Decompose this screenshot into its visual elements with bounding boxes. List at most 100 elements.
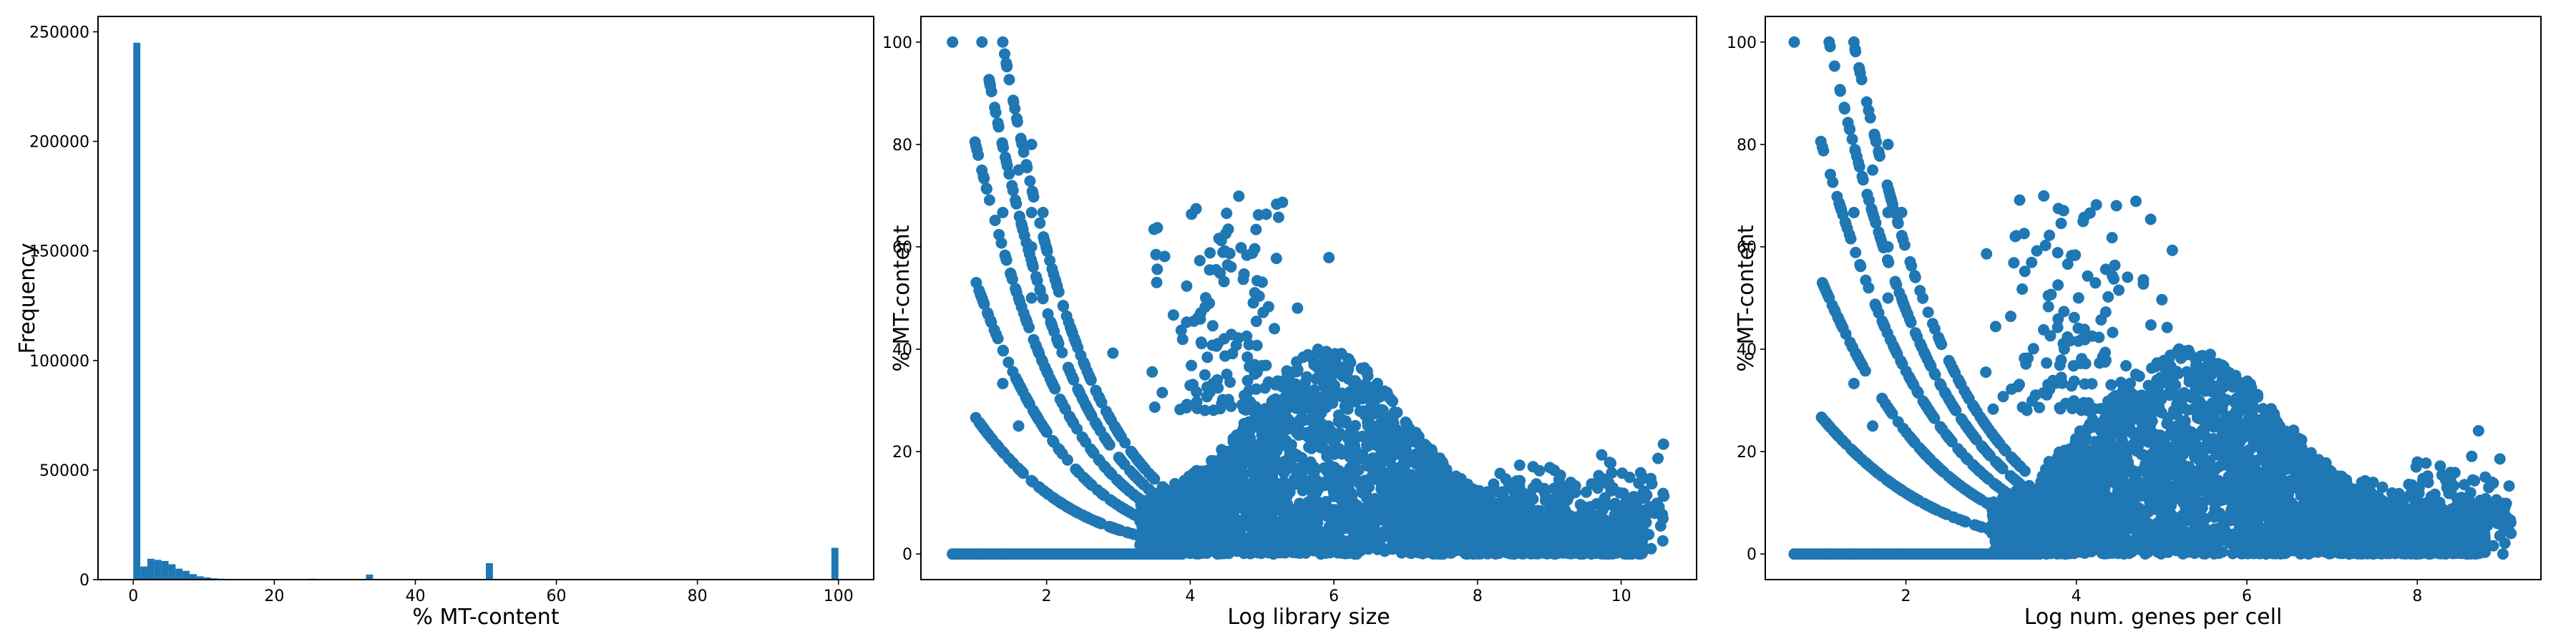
- scatter1-point: [1342, 482, 1355, 494]
- scatter1-point: [1249, 243, 1261, 255]
- scatter1-point: [1447, 488, 1459, 500]
- scatter1-point: [1299, 516, 1311, 528]
- scatter1-point: [1272, 211, 1284, 223]
- scatter1-point: [1328, 448, 1340, 460]
- hist-bar: [154, 560, 162, 580]
- scatter1-point: [1039, 361, 1051, 374]
- scatter1-point: [1424, 546, 1436, 558]
- hist-bar: [203, 577, 211, 580]
- scatter1-point: [1154, 535, 1166, 546]
- scatter1-point: [1410, 448, 1422, 460]
- scatter1-point: [1057, 300, 1069, 311]
- scatter1-point: [1318, 367, 1330, 379]
- scatter1-point: [1338, 371, 1350, 382]
- scatter1-point: [1287, 513, 1299, 525]
- scatter1-point: [997, 36, 1009, 48]
- scatter1-point: [997, 344, 1009, 356]
- scatter1-point: [1338, 541, 1350, 553]
- scatter1-point: [1357, 430, 1369, 442]
- scatter1-point: [1302, 348, 1314, 361]
- scatter1-point: [1096, 488, 1108, 500]
- scatter1-point: [1047, 434, 1059, 447]
- scatter1-point: [1347, 474, 1360, 486]
- scatter1-point: [1401, 544, 1413, 556]
- scatter1-point: [1114, 453, 1126, 465]
- scatter1-point: [1238, 418, 1250, 429]
- scatter1-point: [1008, 96, 1020, 108]
- scatter1-point: [1349, 387, 1361, 399]
- scatter1-point: [1259, 404, 1271, 416]
- scatter1-point: [1309, 494, 1321, 507]
- scatter1-point: [1239, 497, 1251, 509]
- scatter1-point: [1214, 534, 1226, 546]
- scatter1-point: [1503, 530, 1515, 541]
- scatter1-point: [1485, 495, 1497, 507]
- scatter1-point: [1030, 270, 1042, 283]
- scatter1-point: [1114, 477, 1126, 489]
- scatter1-point: [1312, 394, 1324, 406]
- scatter1-point: [1280, 478, 1292, 490]
- scatter1-point: [1184, 379, 1196, 391]
- scatter1-point: [1145, 517, 1157, 529]
- hist-x-tick-label: 60: [547, 587, 567, 605]
- scatter1-point: [1591, 477, 1603, 489]
- scatter1-point: [1158, 250, 1171, 263]
- scatter1-point: [1281, 365, 1293, 377]
- scatter1-point: [1453, 479, 1465, 491]
- hist-x-tick-label: 40: [405, 587, 425, 605]
- scatter1-point: [1315, 508, 1327, 520]
- scatter1-point: [985, 431, 997, 443]
- scatter1-point: [1142, 483, 1154, 495]
- scatter1-point: [976, 292, 988, 304]
- scatter1-point: [947, 36, 959, 48]
- hist-bar: [140, 566, 147, 580]
- scatter1-point: [1231, 478, 1243, 490]
- scatter1-point: [1199, 404, 1211, 416]
- scatter1-point: [1362, 460, 1374, 472]
- scatter1-point: [1386, 509, 1398, 522]
- scatter1-point: [1430, 532, 1443, 545]
- scatter1-point: [1471, 504, 1483, 517]
- scatter1-point: [1436, 497, 1448, 508]
- scatter1-point: [976, 548, 988, 560]
- hist-x-tick-label: 80: [688, 587, 708, 605]
- scatter1-point: [1184, 517, 1196, 529]
- scatter1-point: [977, 170, 990, 182]
- scatter1-point: [1652, 452, 1664, 464]
- scatter1-point: [1350, 375, 1362, 387]
- scatter1-point: [1025, 207, 1038, 218]
- scatter1-point: [1366, 427, 1378, 439]
- scatter1-point: [1025, 254, 1038, 265]
- scatter1-point: [1329, 478, 1341, 490]
- scatter1-point: [1294, 476, 1307, 488]
- scatter1-point: [1557, 484, 1569, 497]
- scatter1-point: [1175, 324, 1187, 336]
- scatter1-point: [1345, 494, 1357, 507]
- scatter1-point: [1274, 457, 1285, 469]
- scatter1-point: [1080, 436, 1092, 448]
- scatter1-point: [1071, 423, 1083, 435]
- scatter1-point: [1414, 546, 1426, 558]
- scatter1-point: [1342, 403, 1354, 415]
- scatter1-point: [1287, 448, 1299, 460]
- scatter1-point: [1187, 467, 1199, 479]
- hist-y-axis-label: Frequency: [15, 243, 40, 354]
- scatter1-point: [1299, 461, 1312, 473]
- scatter1-point: [1174, 404, 1186, 416]
- scatter1-point: [1179, 486, 1190, 498]
- scatter1-point: [1421, 459, 1433, 472]
- scatter1-point: [1190, 203, 1202, 215]
- scatter1-point: [1148, 473, 1161, 485]
- scatter1-point: [1226, 509, 1239, 522]
- scatter1-point: [1005, 267, 1017, 279]
- scatter1-point: [1053, 286, 1065, 298]
- scatter1-point: [1293, 429, 1304, 441]
- scatter1-point: [1312, 424, 1324, 436]
- scatter1-point: [1267, 527, 1278, 540]
- scatter1-point: [1617, 504, 1629, 517]
- scatter1-point: [976, 36, 988, 48]
- scatter1-point: [1221, 369, 1233, 381]
- scatter1-point: [1132, 455, 1144, 467]
- scatter1-point: [1375, 530, 1387, 542]
